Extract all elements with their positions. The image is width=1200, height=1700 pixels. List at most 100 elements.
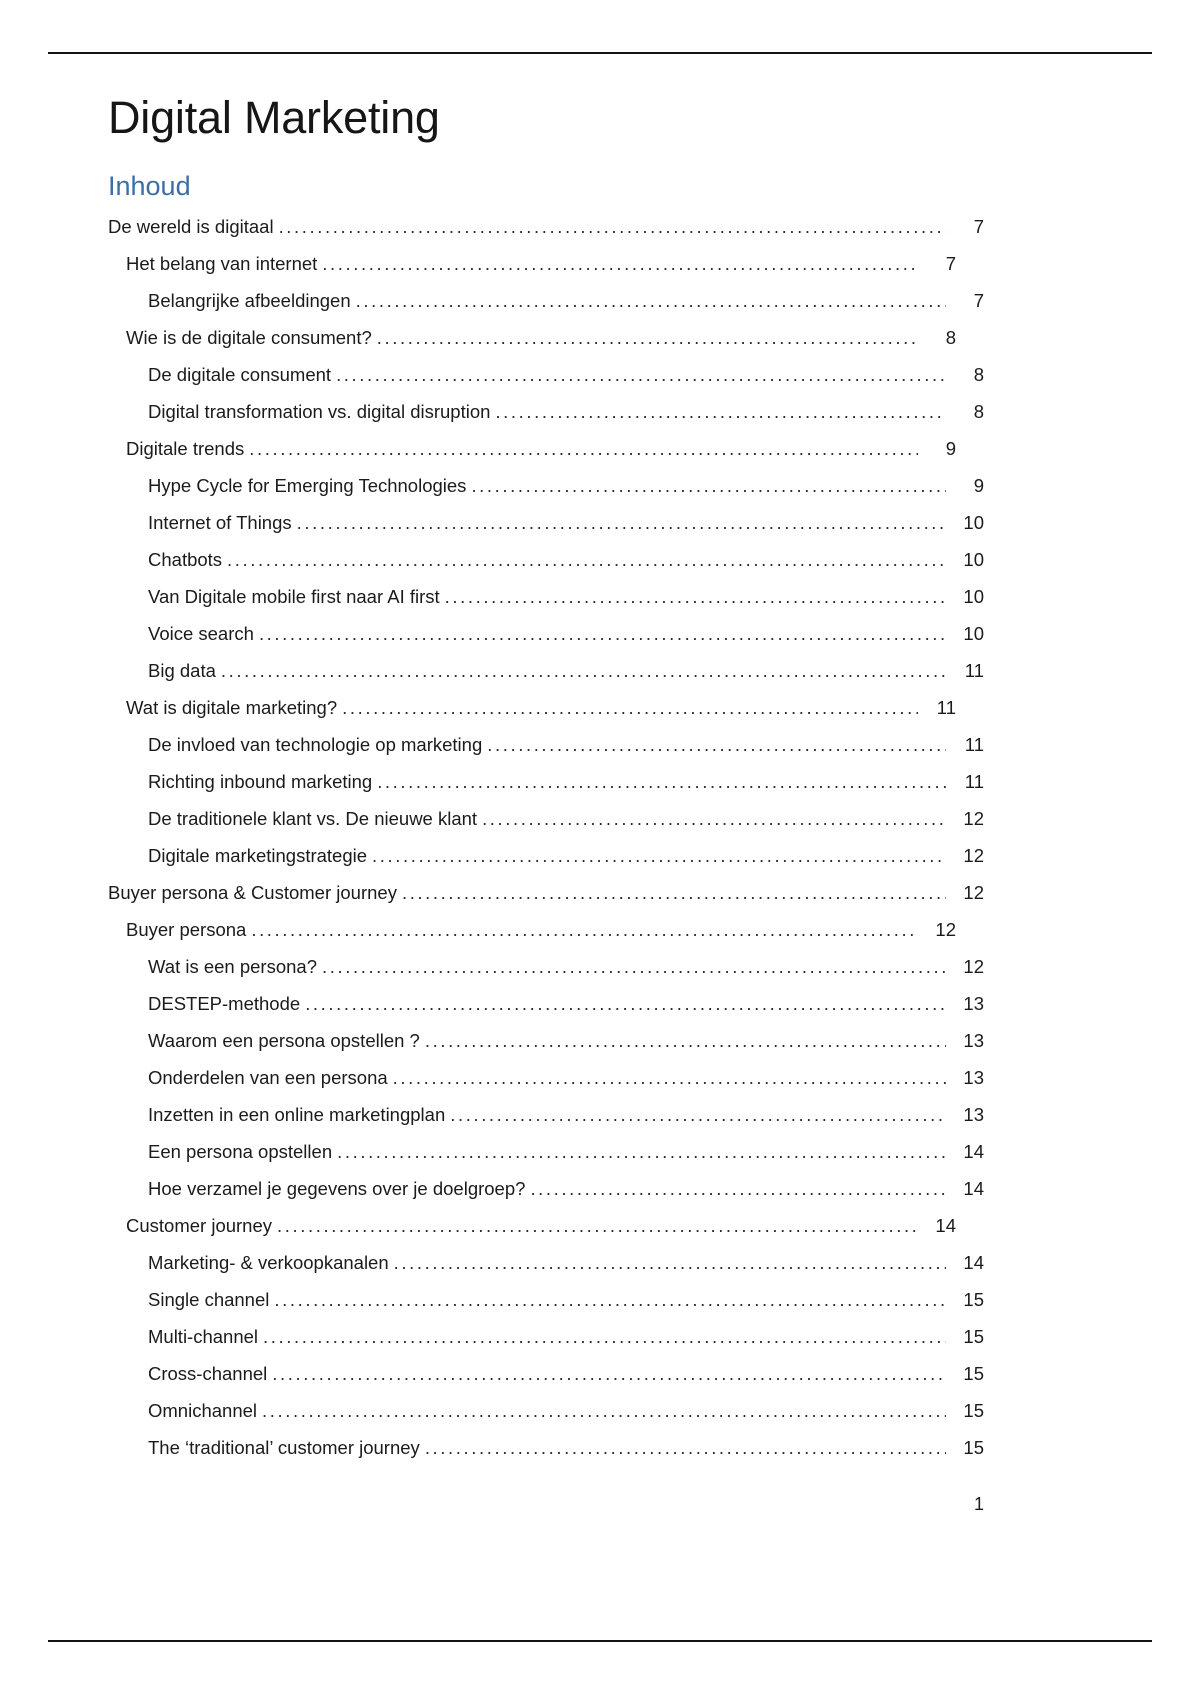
toc-dot-leader: [471, 475, 946, 494]
toc-entry-label: De digitale consument: [148, 364, 332, 386]
toc-entry[interactable]: Wat is digitale marketing? 11: [108, 697, 984, 734]
toc-entry-label: Het belang van internet: [126, 253, 318, 275]
toc-entry-label: Buyer persona & Customer journey: [108, 882, 397, 904]
toc-entry[interactable]: Marketing- & verkoopkanalen 14: [108, 1252, 984, 1289]
toc-entry[interactable]: Inzetten in een online marketingplan 13: [108, 1104, 984, 1141]
toc-dot-leader: [297, 512, 946, 531]
toc-entry[interactable]: DESTEP-methode 13: [108, 993, 984, 1030]
toc-entry-page-number: 12: [963, 845, 984, 867]
toc-entry[interactable]: Waarom een persona opstellen ? 13: [108, 1030, 984, 1067]
toc-dot-leader: [272, 1363, 946, 1382]
toc-entry[interactable]: Voice search 10: [108, 623, 984, 660]
toc-dot-leader: [274, 1289, 946, 1308]
toc-entry-label: De traditionele klant vs. De nieuwe klan…: [148, 808, 478, 830]
toc-entry-label: Belangrijke afbeeldingen: [148, 290, 351, 312]
toc-entry-page-number: 15: [963, 1326, 984, 1348]
toc-dot-leader: [530, 1178, 946, 1197]
toc-entry-label: Digitale marketingstrategie: [148, 845, 368, 867]
toc-entry-page-number: 11: [964, 734, 984, 756]
toc-entry-page-number: 12: [963, 808, 984, 830]
toc-dot-leader: [342, 697, 918, 716]
toc-dot-leader: [305, 993, 946, 1012]
toc-entry-label: Wat is een persona?: [148, 956, 317, 978]
toc-entry[interactable]: The ‘traditional’ customer journey 15: [108, 1437, 984, 1474]
toc-entry-label: Wat is digitale marketing?: [126, 697, 338, 719]
toc-entry[interactable]: Digitale trends 9: [108, 438, 984, 475]
toc-entry-page-number: 10: [963, 512, 984, 534]
toc-entry[interactable]: Customer journey 14: [108, 1215, 984, 1252]
toc-entry-page-number: 7: [973, 290, 984, 312]
toc-entry-label: Voice search: [148, 623, 254, 645]
toc-entry-label: Waarom een persona opstellen ?: [148, 1030, 420, 1052]
toc-dot-leader: [372, 845, 946, 864]
toc-entry[interactable]: Cross-channel 15: [108, 1363, 984, 1400]
toc-dot-leader: [259, 623, 946, 642]
toc-entry-label: Wie is de digitale consument?: [126, 327, 372, 349]
toc-entry[interactable]: Digital transformation vs. digital disru…: [108, 401, 984, 438]
toc-entry[interactable]: De wereld is digitaal 7: [108, 216, 984, 253]
toc-entry[interactable]: De invloed van technologie op marketing 1…: [108, 734, 984, 771]
toc-dot-leader: [393, 1067, 946, 1086]
toc-entry[interactable]: De digitale consument 8: [108, 364, 984, 401]
toc-entry-page-number: 13: [963, 1067, 984, 1089]
toc-entry[interactable]: Van Digitale mobile first naar AI first 1…: [108, 586, 984, 623]
toc-dot-leader: [487, 734, 946, 753]
toc-entry[interactable]: Chatbots 10: [108, 549, 984, 586]
toc-entry-page-number: 14: [963, 1141, 984, 1163]
toc-entry[interactable]: Hype Cycle for Emerging Technologies 9: [108, 475, 984, 512]
toc-entry[interactable]: Onderdelen van een persona 13: [108, 1067, 984, 1104]
toc-entry-page-number: 9: [973, 475, 984, 497]
toc-entry-page-number: 12: [935, 919, 956, 941]
toc-entry[interactable]: Big data 11: [108, 660, 984, 697]
toc-dot-leader: [337, 1141, 946, 1160]
toc-dot-leader: [445, 586, 946, 605]
toc-dot-leader: [425, 1030, 946, 1049]
toc-entry-page-number: 11: [964, 771, 984, 793]
toc-entry-page-number: 10: [963, 549, 984, 571]
toc-entry[interactable]: Multi-channel 15: [108, 1326, 984, 1363]
toc-dot-leader: [249, 438, 918, 457]
toc-dot-leader: [262, 1400, 946, 1419]
toc-entry-page-number: 11: [964, 660, 984, 682]
toc-entry-label: Big data: [148, 660, 216, 682]
toc-entry[interactable]: Buyer persona 12: [108, 919, 984, 956]
toc-entry-label: De wereld is digitaal: [108, 216, 274, 238]
header-rule: [48, 52, 1152, 54]
toc-entry[interactable]: Een persona opstellen 14: [108, 1141, 984, 1178]
toc-entry[interactable]: Single channel 15: [108, 1289, 984, 1326]
toc-entry-label: Digitale trends: [126, 438, 245, 460]
toc-entry-page-number: 12: [963, 882, 984, 904]
toc-entry[interactable]: Internet of Things 10: [108, 512, 984, 549]
toc-entry-page-number: 14: [935, 1215, 956, 1237]
toc-entry[interactable]: Belangrijke afbeeldingen 7: [108, 290, 984, 327]
toc-entry-page-number: 15: [963, 1400, 984, 1422]
toc-entry[interactable]: Digitale marketingstrategie 12: [108, 845, 984, 882]
toc-dot-leader: [322, 956, 946, 975]
toc-entry-label: Onderdelen van een persona: [148, 1067, 388, 1089]
toc-entry-label: Marketing- & verkoopkanalen: [148, 1252, 389, 1274]
toc-entry-page-number: 14: [963, 1252, 984, 1274]
toc-entry-label: Hoe verzamel je gegevens over je doelgro…: [148, 1178, 526, 1200]
toc-dot-leader: [495, 401, 946, 420]
toc-entry-label: Richting inbound marketing: [148, 771, 373, 793]
toc-entry[interactable]: Omnichannel 15: [108, 1400, 984, 1437]
toc-dot-leader: [377, 771, 946, 790]
toc-entry[interactable]: Het belang van internet 7: [108, 253, 984, 290]
toc-entry-label: Omnichannel: [148, 1400, 258, 1422]
toc-entry-page-number: 9: [945, 438, 956, 460]
toc-entry[interactable]: Wie is de digitale consument? 8: [108, 327, 984, 364]
toc-dot-leader: [482, 808, 946, 827]
toc-entry-page-number: 8: [973, 401, 984, 423]
toc-dot-leader: [227, 549, 946, 568]
toc-entry[interactable]: Wat is een persona? 12: [108, 956, 984, 993]
toc-entry[interactable]: Richting inbound marketing 11: [108, 771, 984, 808]
toc-entry[interactable]: De traditionele klant vs. De nieuwe klan…: [108, 808, 984, 845]
toc-entry-label: Inzetten in een online marketingplan: [148, 1104, 446, 1126]
toc-entry[interactable]: Hoe verzamel je gegevens over je doelgro…: [108, 1178, 984, 1215]
toc-entry-page-number: 13: [963, 1030, 984, 1052]
toc-dot-leader: [394, 1252, 946, 1271]
toc-dot-leader: [356, 290, 946, 309]
toc-entry-page-number: 7: [945, 253, 956, 275]
toc-entry[interactable]: Buyer persona & Customer journey 12: [108, 882, 984, 919]
toc-dot-leader: [251, 919, 918, 938]
